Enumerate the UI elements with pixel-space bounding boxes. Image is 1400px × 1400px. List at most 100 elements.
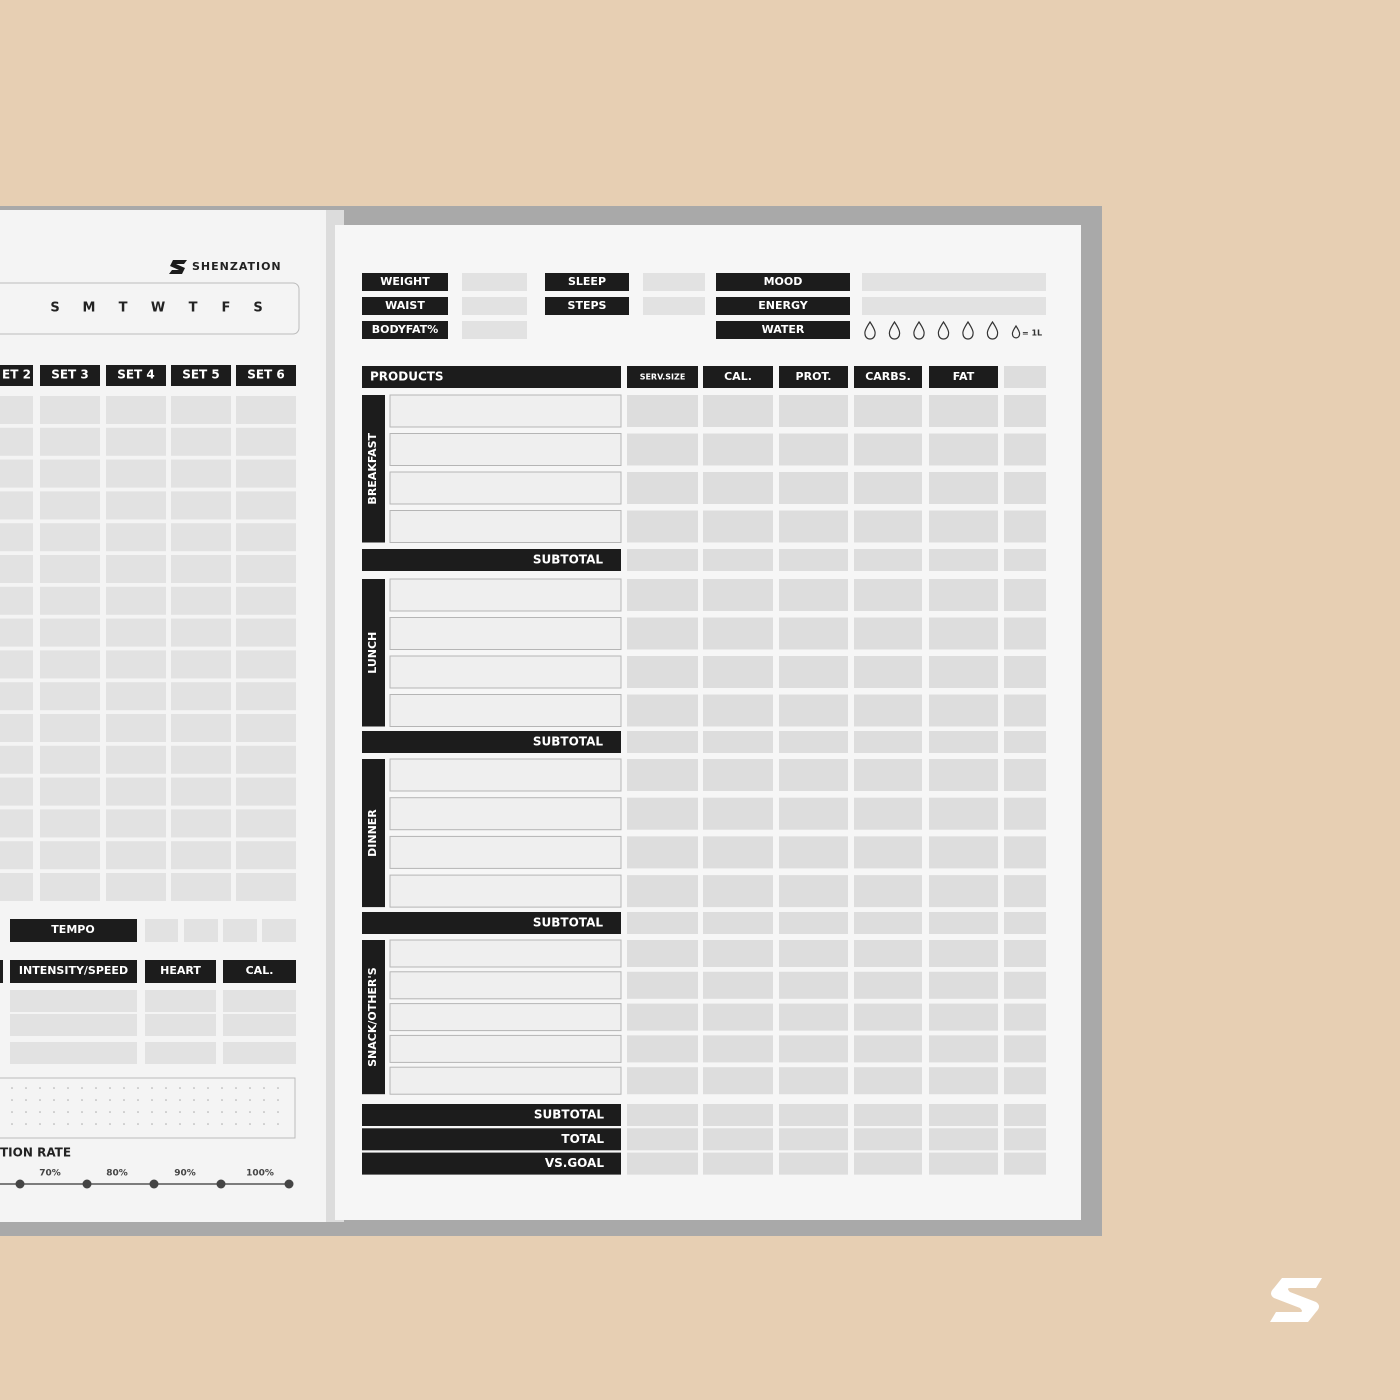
cell (862, 297, 1046, 315)
product-input (389, 758, 622, 792)
grid-dot (67, 1099, 69, 1101)
grid-dot (53, 1111, 55, 1113)
cell (106, 650, 166, 679)
cell (929, 1104, 998, 1126)
day-label: T (189, 301, 198, 316)
cell (40, 714, 100, 742)
cell (1004, 579, 1046, 611)
cell (854, 912, 922, 934)
cell (106, 809, 166, 838)
day-label: S (253, 301, 262, 316)
cell (0, 809, 33, 838)
column-header: PROT. (796, 370, 832, 383)
grid-dot (193, 1111, 195, 1113)
cell (106, 459, 166, 488)
cell (236, 745, 296, 774)
grid-dot (221, 1099, 223, 1101)
cell (1004, 510, 1046, 543)
cell (854, 1152, 922, 1175)
cell (643, 297, 705, 315)
cell (929, 940, 998, 967)
cell (40, 873, 100, 901)
grid-dot (235, 1123, 237, 1125)
cell (1004, 694, 1046, 727)
cell (627, 731, 698, 753)
cell (236, 809, 296, 838)
cell (236, 523, 296, 552)
grid-dot (81, 1099, 83, 1101)
cell (929, 694, 998, 727)
cell (627, 656, 698, 688)
cell (627, 759, 698, 791)
cell (929, 1152, 998, 1175)
cell (1004, 1128, 1046, 1151)
cell (171, 427, 231, 456)
grid-dot (39, 1099, 41, 1101)
cell (236, 714, 296, 742)
grid-dot (165, 1123, 167, 1125)
grid-dot (123, 1111, 125, 1113)
cell (703, 971, 773, 999)
cell (703, 510, 773, 543)
cell (236, 841, 296, 870)
meal-label: BREAKFAST (366, 432, 379, 504)
metric-label: MOOD (764, 275, 803, 288)
grid-dot (123, 1123, 125, 1125)
cell (627, 940, 698, 967)
cell (779, 731, 848, 753)
grid-dot (263, 1111, 265, 1113)
grid-dot (207, 1111, 209, 1113)
cell (1004, 731, 1046, 753)
grid-dot (25, 1123, 27, 1125)
water-drop (913, 320, 925, 340)
label-bar (545, 297, 629, 315)
cell (223, 990, 296, 1012)
grid-dot (165, 1111, 167, 1113)
grid-dot (277, 1087, 279, 1089)
subtotal-label: SUBTOTAL (533, 553, 603, 567)
cell (40, 809, 100, 838)
cell (236, 459, 296, 488)
cell (779, 617, 848, 650)
subtotal-label: SUBTOTAL (533, 735, 603, 749)
product-input (389, 939, 622, 968)
cell (40, 650, 100, 679)
grid-dot (39, 1087, 41, 1089)
cell (145, 919, 178, 942)
day-label: F (222, 301, 231, 316)
grid-dot (95, 1087, 97, 1089)
cell (236, 491, 296, 520)
water-drop (986, 320, 999, 340)
cell (854, 731, 922, 753)
cell (0, 555, 33, 583)
cell (929, 1128, 998, 1151)
water-drop (888, 320, 901, 340)
column-header: CAL. (724, 370, 752, 383)
grid-dot (249, 1111, 251, 1113)
cell (236, 396, 296, 424)
grid-dot (249, 1099, 251, 1101)
cell (0, 523, 33, 552)
grid-dot (25, 1099, 27, 1101)
cell (106, 873, 166, 901)
cell (703, 1035, 773, 1063)
metric-label: WATER (762, 323, 805, 336)
product-input (389, 971, 622, 1000)
cell (1004, 433, 1046, 466)
grid-dot (193, 1099, 195, 1101)
cell (703, 759, 773, 791)
cell (779, 797, 848, 830)
cell (779, 1035, 848, 1063)
tempo-label: TEMPO (51, 923, 94, 936)
label-bar (362, 1104, 621, 1126)
cell (171, 459, 231, 488)
grid-dot (179, 1087, 181, 1089)
day-label: M (83, 301, 96, 316)
cell (703, 579, 773, 611)
label-bar (0, 960, 3, 983)
cell (236, 618, 296, 647)
grid-dot (263, 1087, 265, 1089)
set-header: SET 5 (182, 368, 220, 382)
rate-tick: 70% (39, 1169, 61, 1179)
cell (0, 396, 33, 424)
